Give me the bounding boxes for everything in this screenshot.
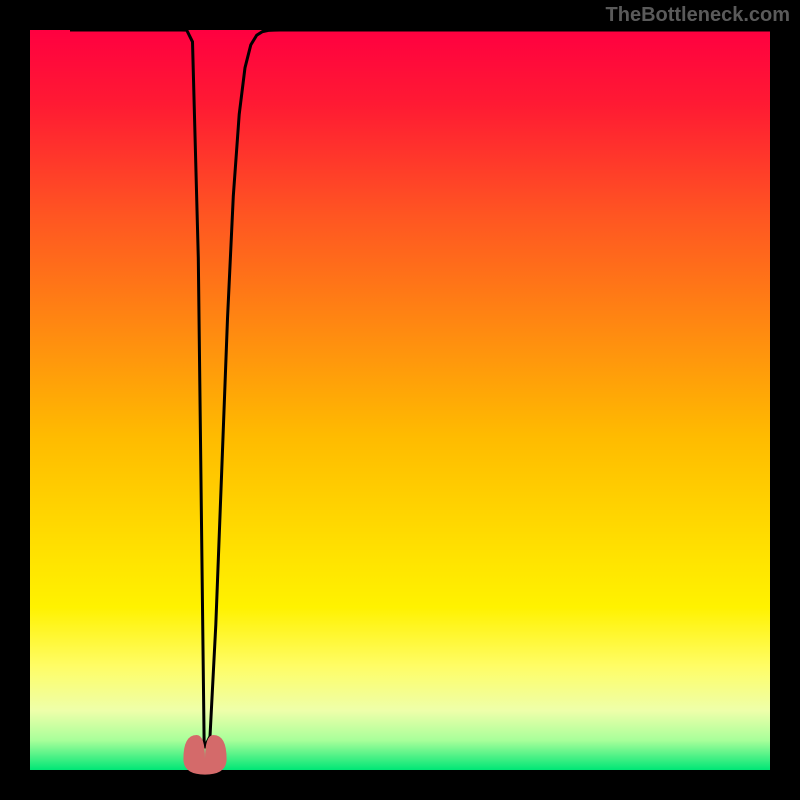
chart-container: TheBottleneck.com xyxy=(0,0,800,800)
chart-plot-area xyxy=(30,30,770,770)
watermark-text: TheBottleneck.com xyxy=(606,4,790,27)
bottleneck-chart xyxy=(0,0,800,800)
